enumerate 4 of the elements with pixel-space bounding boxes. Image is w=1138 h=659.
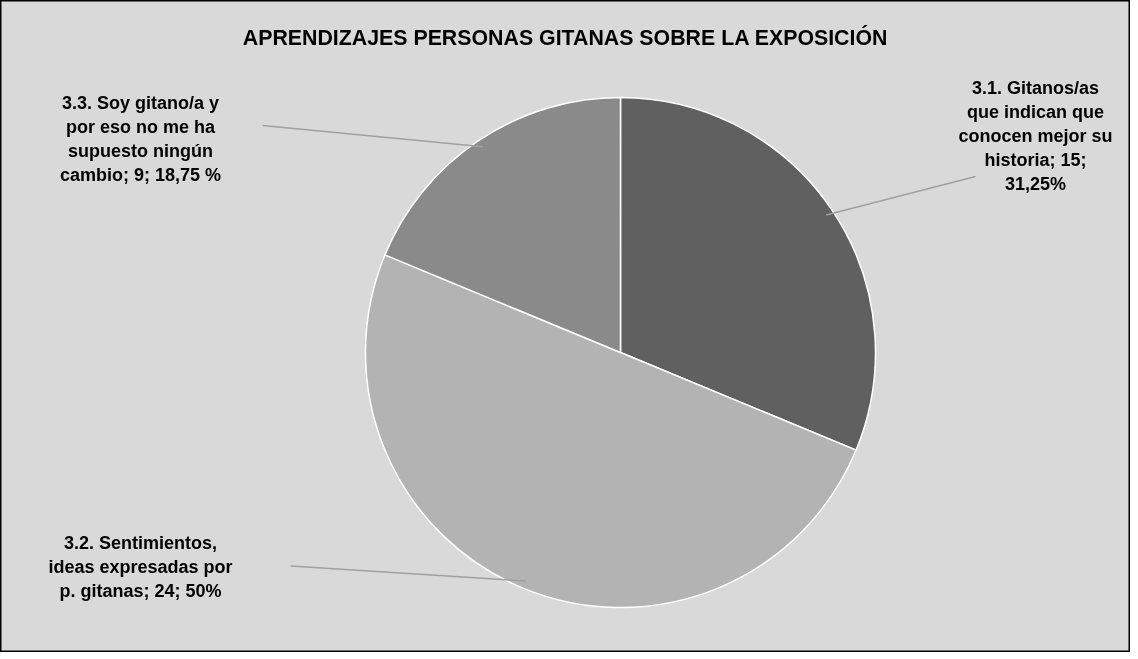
slice-label: 3.3. Soy gitano/a y por eso no me ha supuesto ningún cambio; 9; 18,75 %	[59, 92, 222, 185]
chart-title: APRENDIZAJES PERSONAS GITANAS SOBRE LA EXPOSICIÓN	[242, 24, 888, 50]
slice-label: 3.1. Gitanos/as que indican que conocen mejor su historia; 15; 31,25%	[958, 77, 1113, 194]
slice-label: 3.2. Sentimientos, ideas expresadas por p. gitanas; 24; 50%	[48, 532, 233, 601]
